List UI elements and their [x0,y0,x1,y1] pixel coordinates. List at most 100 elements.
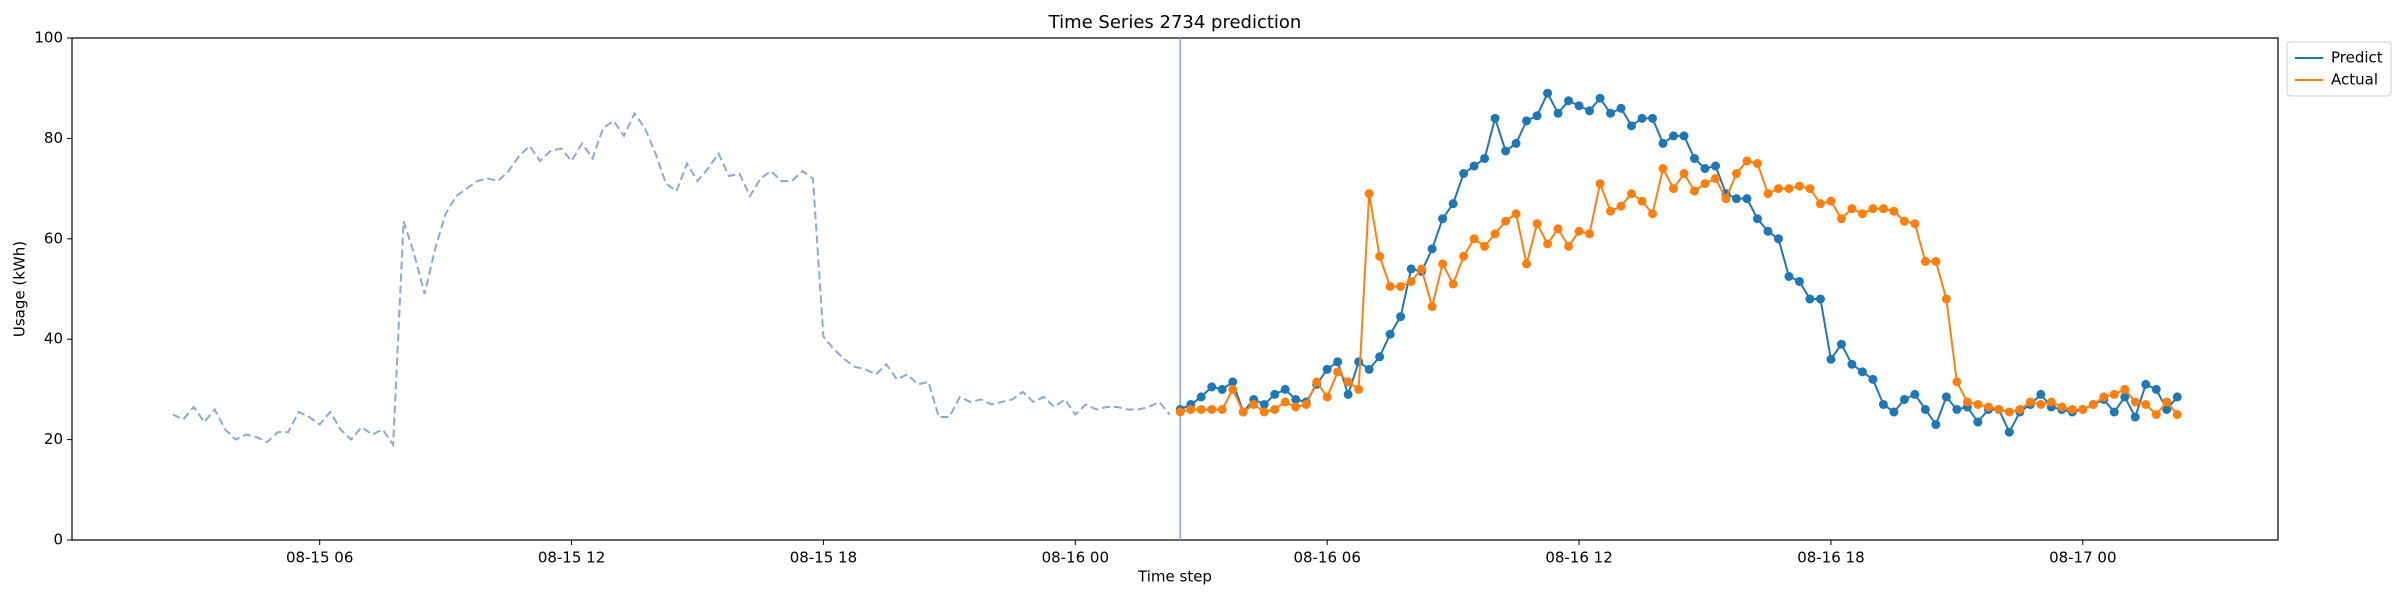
data-point [2025,397,2035,407]
data-point [1354,384,1364,394]
data-point [2015,404,2025,414]
data-point [1899,394,1909,404]
data-point [1794,276,1804,286]
data-point [1752,214,1762,224]
data-point [1784,184,1794,194]
data-point [2109,407,2119,417]
data-point [2141,379,2151,389]
data-point [2120,392,2130,402]
data-point [1627,189,1637,199]
x-tick-label: 08-16 18 [1797,549,1864,567]
data-point [1721,194,1731,204]
data-point [1427,302,1437,312]
data-point [1889,206,1899,216]
data-point [1553,108,1563,118]
data-point [1196,392,1206,402]
y-tick-label: 20 [44,430,63,448]
data-point [1637,196,1647,206]
data-point [1280,384,1290,394]
data-point [1700,164,1710,174]
data-point [2099,392,2109,402]
data-point [1343,389,1353,399]
data-point [1710,161,1720,171]
data-point [1364,189,1374,199]
data-point [2120,384,2130,394]
series-line [1179,90,2179,435]
data-point [1941,392,1951,402]
data-point [1396,312,1406,322]
data-point [1648,113,1658,123]
legend-label: Actual [2331,71,2378,89]
data-point [1742,194,1752,204]
data-point [1794,181,1804,191]
y-tick-label: 0 [53,531,63,549]
data-point [1648,209,1658,219]
data-point [1931,256,1941,266]
data-point [1616,201,1626,211]
data-point [2162,404,2172,414]
data-point [1836,339,1846,349]
data-point [1564,241,1574,251]
data-point [2057,402,2067,412]
data-point [1480,241,1490,251]
data-point [1773,184,1783,194]
data-point [1973,399,1983,409]
data-point [1585,106,1595,116]
data-point [1207,404,1217,414]
data-point [1459,251,1469,261]
data-point [1606,206,1616,216]
data-point [1375,352,1385,362]
data-point [1637,113,1647,123]
data-point [1322,392,1332,402]
data-point [2151,410,2161,419]
x-tick-label: 08-16 06 [1293,549,1360,567]
data-point [1952,377,1962,387]
data-point [1962,397,1972,407]
data-point [1983,402,1993,412]
data-point [1773,234,1783,244]
x-tick-label: 08-16 00 [1042,549,1109,567]
data-point [1574,101,1584,111]
data-point [1731,194,1741,204]
data-point [2004,427,2014,437]
data-point [1658,164,1668,174]
data-point [1543,239,1553,249]
x-tick-label: 08-17 00 [2049,549,2116,567]
data-point [1836,214,1846,224]
series-line [1180,159,2179,416]
data-point [1627,121,1637,131]
data-point [1878,204,1888,214]
data-point [2172,410,2182,419]
data-point [1270,404,1280,414]
data-point [1270,389,1280,399]
data-point [1469,161,1479,171]
data-point [1595,93,1605,103]
data-point [2141,399,2151,409]
data-point [1920,256,1930,266]
data-point [2109,389,2119,399]
data-point [1228,384,1238,394]
data-point [1259,407,1269,417]
data-point [1322,364,1332,374]
data-point [1459,169,1469,179]
data-point [1238,407,1248,417]
data-point [1679,169,1689,179]
data-point [1595,179,1605,189]
chart-title: Time Series 2734 prediction [1048,12,1302,33]
data-point [1878,399,1888,409]
data-point [1868,374,1878,384]
data-point [1406,276,1416,286]
data-point [2078,404,2088,414]
data-point [1931,420,1941,430]
data-point [2036,389,2046,399]
data-point [1228,377,1238,387]
data-point [1910,219,1920,229]
data-point [1857,367,1867,377]
data-point [2067,404,2077,414]
data-point [1291,394,1301,404]
data-point [1826,354,1836,364]
data-point [1385,329,1395,339]
data-point [2004,407,2014,417]
data-point [1763,189,1773,199]
data-point [1994,404,2004,414]
